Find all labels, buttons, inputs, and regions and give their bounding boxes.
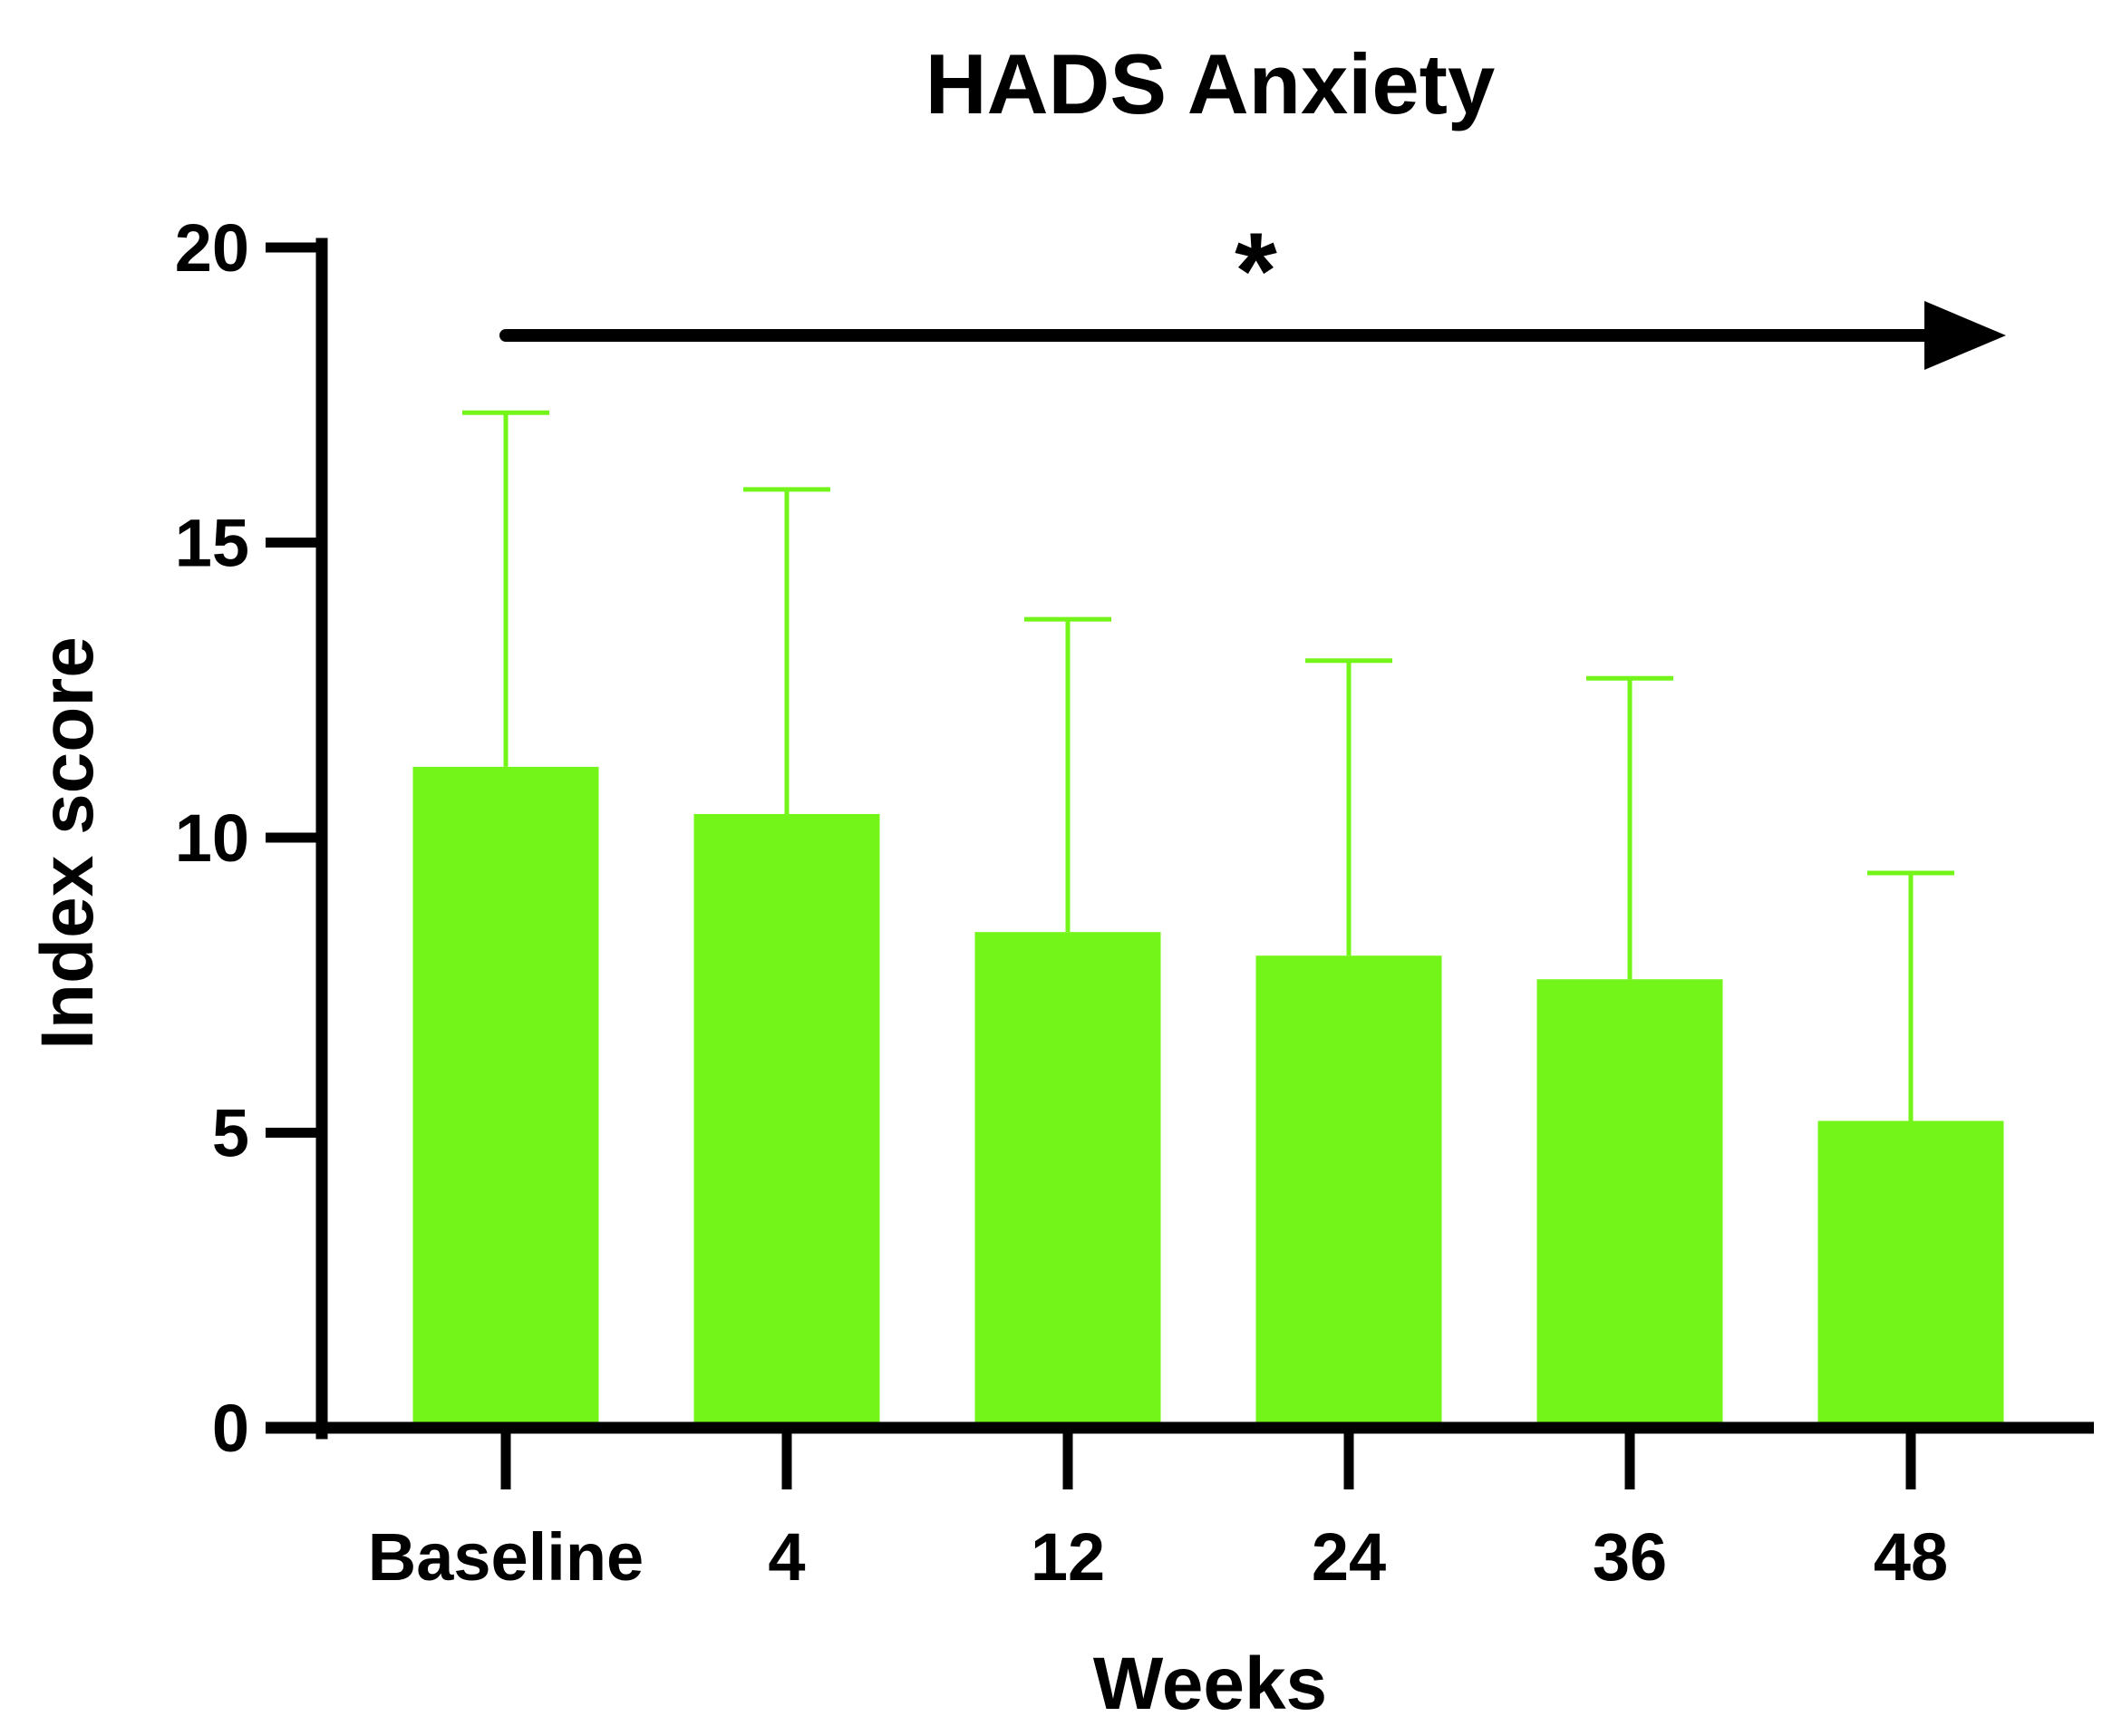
- significance-asterisk: *: [1235, 210, 1277, 332]
- x-tick-label: 24: [1312, 1519, 1386, 1595]
- bar: [693, 813, 880, 1428]
- axes: 0 5 10 15 20 Baseline 4 12 24 36 48: [175, 210, 2094, 1595]
- error-bars: [462, 410, 1954, 1121]
- y-tick-label: 5: [212, 1096, 249, 1171]
- bar: [974, 932, 1161, 1428]
- bars: [412, 766, 2004, 1428]
- x-axis-label: Weeks: [1093, 1643, 1327, 1725]
- significance-annotation: *: [499, 210, 2006, 370]
- bar: [1255, 955, 1442, 1428]
- chart-title: HADS Anxiety: [925, 36, 1496, 131]
- bar: [1536, 979, 1723, 1428]
- bar: [412, 766, 599, 1428]
- y-tick-label: 0: [212, 1391, 249, 1466]
- y-tick-label: 20: [175, 210, 249, 286]
- bar: [1817, 1120, 2004, 1428]
- x-tick-label: 4: [768, 1519, 805, 1595]
- x-tick-label: Baseline: [368, 1519, 644, 1595]
- y-tick-label: 10: [175, 800, 249, 876]
- y-axis-label: Index score: [26, 636, 109, 1050]
- x-tick-label: 48: [1874, 1519, 1948, 1595]
- x-tick-label: 12: [1031, 1519, 1105, 1595]
- x-tick-label: 36: [1593, 1519, 1667, 1595]
- y-tick-label: 15: [175, 506, 249, 581]
- significance-arrow-head: [1924, 301, 2006, 370]
